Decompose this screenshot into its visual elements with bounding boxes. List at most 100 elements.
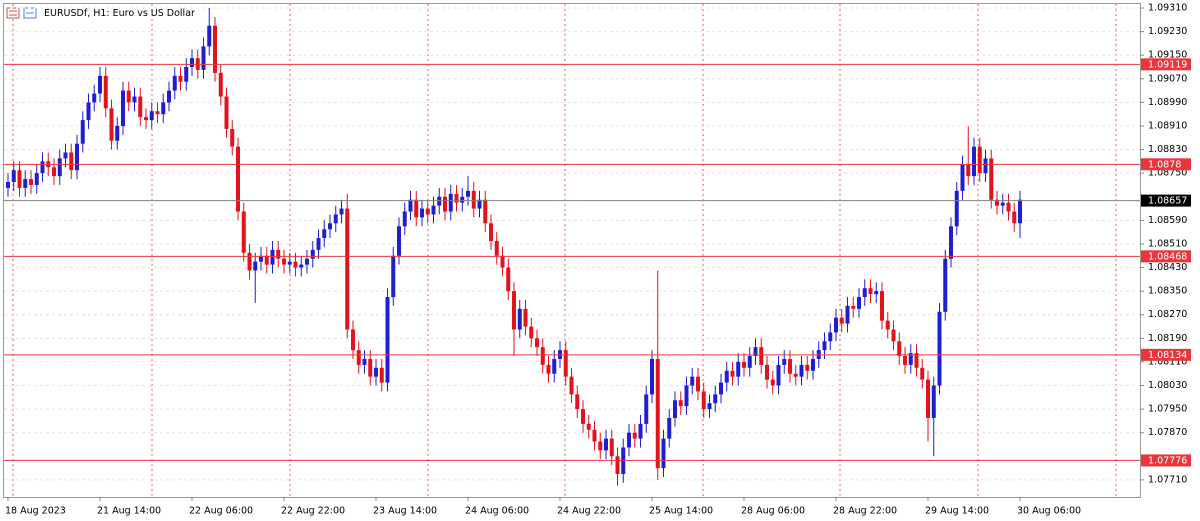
level-label: 1.0878 — [1148, 159, 1181, 170]
candle-body — [506, 267, 511, 292]
candle-body — [362, 358, 367, 365]
candle-body — [201, 46, 206, 70]
candle-body — [632, 432, 637, 439]
candle-body — [581, 409, 585, 424]
y-tick-label: 1.08270 — [1148, 309, 1187, 320]
candle-body — [724, 370, 729, 383]
candle-body — [374, 367, 378, 377]
candle-body — [535, 338, 539, 348]
candle-body — [960, 164, 965, 191]
candle-body — [448, 193, 453, 212]
candle-body — [333, 214, 338, 224]
day-separators — [12, 4, 1117, 497]
candle-body — [586, 423, 591, 430]
candle-body — [730, 370, 735, 377]
candle-body — [287, 261, 292, 265]
candle-body — [598, 441, 603, 451]
candle-body — [345, 208, 350, 330]
y-tick-label: 1.08110 — [1148, 356, 1187, 367]
candle-body — [966, 164, 971, 177]
candle-body — [954, 190, 959, 227]
y-tick-label: 1.08590 — [1148, 215, 1187, 226]
candle-body — [52, 167, 56, 177]
candle-body — [121, 90, 125, 126]
candle-body — [253, 261, 258, 271]
candle-body — [592, 429, 597, 442]
candle-body — [765, 364, 769, 380]
candle-body — [747, 356, 752, 368]
candle-body — [57, 158, 62, 177]
candle-body — [443, 196, 447, 212]
candle-body — [264, 255, 269, 265]
candle-body — [770, 379, 775, 386]
candle-body — [684, 385, 689, 407]
y-tick-label: 1.08830 — [1148, 144, 1187, 155]
candle-body — [213, 25, 217, 73]
current-price-box — [1141, 194, 1191, 207]
candle-body — [569, 376, 574, 395]
x-tick-label: 29 Aug 14:00 — [925, 506, 989, 517]
level-label-box — [1141, 250, 1191, 263]
candle-body — [874, 291, 879, 295]
candle-body — [788, 358, 792, 374]
candle-body — [989, 158, 994, 200]
y-tick-label: 1.09150 — [1148, 50, 1187, 61]
candle-body — [972, 146, 976, 177]
candle-body — [811, 358, 815, 371]
candle-body — [103, 75, 108, 109]
candle-body — [742, 361, 746, 368]
y-tick-label: 1.08190 — [1148, 333, 1187, 344]
candle-body — [431, 205, 436, 215]
x-tick-label: 28 Aug 06:00 — [741, 506, 805, 517]
chart-title: EURUSDf, H1: Euro vs US Dollar — [44, 8, 195, 19]
candle-body — [880, 291, 884, 321]
candle-body — [351, 329, 355, 351]
candle-body — [155, 111, 160, 115]
y-tick-label: 1.08910 — [1148, 120, 1187, 131]
candle-body — [897, 341, 902, 357]
x-tick-label: 24 Aug 22:00 — [557, 506, 621, 517]
candle-body — [385, 297, 390, 383]
candle-body — [144, 117, 148, 121]
candle-body — [638, 423, 643, 439]
candle-body — [552, 358, 557, 374]
candle-body — [908, 353, 913, 365]
candle-body — [471, 190, 476, 209]
candle-body — [454, 193, 459, 203]
candle-body — [862, 288, 867, 298]
y-tick-label: 1.07710 — [1148, 474, 1187, 485]
candle-body — [782, 358, 787, 365]
x-tick-label: 30 Aug 06:00 — [1017, 506, 1081, 517]
candle-body — [678, 400, 683, 407]
candle-body — [650, 358, 654, 395]
candle-body — [402, 211, 407, 227]
y-tick-label: 1.08510 — [1148, 238, 1187, 249]
y-tick-label: 1.08030 — [1148, 380, 1187, 391]
y-tick-label: 1.07950 — [1148, 404, 1187, 415]
candle-body — [230, 128, 235, 147]
candle-body — [98, 75, 102, 94]
candle-body — [356, 350, 361, 365]
candle-body — [575, 394, 580, 410]
candle-body — [920, 367, 925, 380]
candle-body — [293, 261, 298, 268]
level-label-box — [1141, 58, 1191, 71]
level-label: 1.07776 — [1148, 455, 1187, 466]
candle-body — [218, 72, 223, 97]
candle-body — [1012, 211, 1017, 224]
title-icon — [6, 7, 37, 19]
level-label-box — [1141, 454, 1191, 467]
candle-body — [466, 190, 470, 197]
candle-body — [500, 255, 505, 268]
x-tick-label: 28 Aug 22:00 — [833, 506, 897, 517]
candle-body — [316, 238, 321, 250]
candle-body — [69, 152, 74, 171]
candle-body — [305, 258, 309, 265]
candle-body — [926, 379, 930, 418]
x-tick-label: 24 Aug 06:00 — [465, 506, 529, 517]
candle-body — [299, 264, 304, 268]
candle-body — [207, 25, 212, 47]
candle-body — [190, 58, 194, 67]
candle-body — [517, 308, 522, 330]
y-tick-label: 1.07870 — [1148, 427, 1187, 438]
